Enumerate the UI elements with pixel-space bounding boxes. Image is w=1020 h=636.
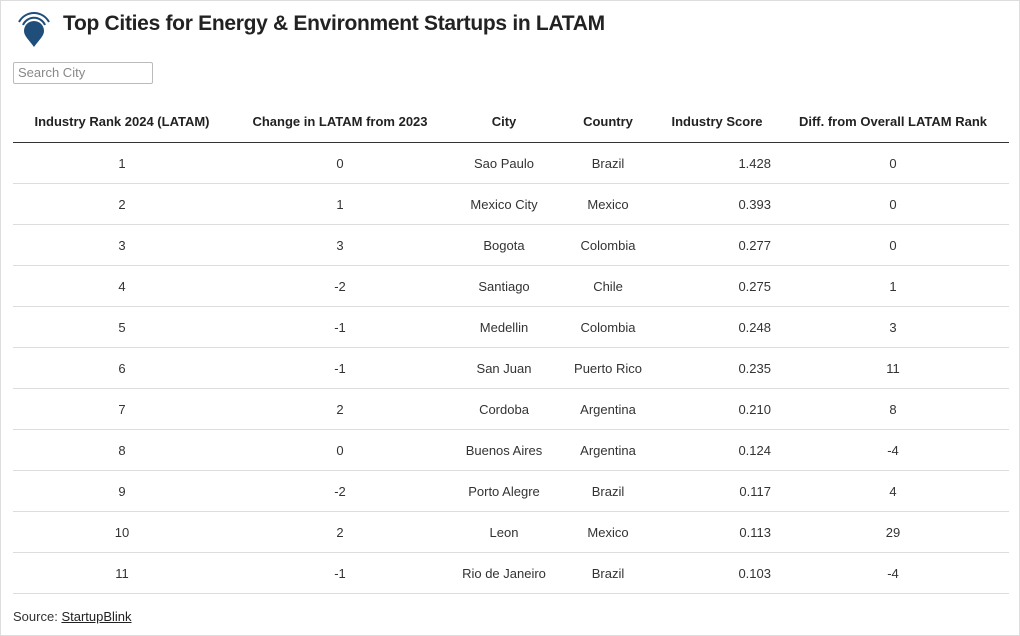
- cell: 0: [231, 142, 449, 184]
- cell: Mexico City: [449, 183, 559, 225]
- column-header: City: [449, 101, 559, 143]
- cell: 0.248: [657, 306, 777, 348]
- cell: 1.428: [657, 142, 777, 184]
- cell: 29: [777, 511, 1009, 553]
- cell: 10: [13, 511, 231, 553]
- cell: 2: [231, 511, 449, 553]
- cell: Cordoba: [449, 388, 559, 430]
- cell: Colombia: [559, 224, 657, 266]
- cell: 3: [777, 306, 1009, 348]
- column-header: Industry Score: [657, 101, 777, 143]
- cell: Buenos Aires: [449, 429, 559, 471]
- column-header: Change in LATAM from 2023: [231, 101, 449, 143]
- table-row: 10 2 Leon Mexico 0.113 29: [13, 511, 1009, 553]
- cell: Brazil: [559, 552, 657, 594]
- table-row: 2 1 Mexico City Mexico 0.393 0: [13, 183, 1009, 225]
- cell: 0: [777, 183, 1009, 225]
- cell: 0: [777, 224, 1009, 266]
- cell: San Juan: [449, 347, 559, 389]
- cell: 0.124: [657, 429, 777, 471]
- table-row: 1 0 Sao Paulo Brazil 1.428 0: [13, 142, 1009, 184]
- cell: 0: [231, 429, 449, 471]
- cell: 0.393: [657, 183, 777, 225]
- cell: 8: [13, 429, 231, 471]
- cell: Chile: [559, 265, 657, 307]
- cell: Brazil: [559, 142, 657, 184]
- table-row: 6 -1 San Juan Puerto Rico 0.235 11: [13, 347, 1009, 389]
- cell: 7: [13, 388, 231, 430]
- cell: Mexico: [559, 511, 657, 553]
- cell: -2: [231, 265, 449, 307]
- cell: 0.235: [657, 347, 777, 389]
- cell: Sao Paulo: [449, 142, 559, 184]
- cell: -2: [231, 470, 449, 512]
- search-input[interactable]: Search City: [13, 62, 153, 84]
- cell: 0.275: [657, 265, 777, 307]
- cell: -1: [231, 347, 449, 389]
- cell: 0.103: [657, 552, 777, 594]
- cell: Porto Alegre: [449, 470, 559, 512]
- table-row: 3 3 Bogota Colombia 0.277 0: [13, 224, 1009, 266]
- cell: Colombia: [559, 306, 657, 348]
- table-row: 9 -2 Porto Alegre Brazil 0.117 4: [13, 470, 1009, 512]
- cell: 0.210: [657, 388, 777, 430]
- cell: -4: [777, 429, 1009, 471]
- cell: 1: [777, 265, 1009, 307]
- cell: Medellin: [449, 306, 559, 348]
- cell: 4: [13, 265, 231, 307]
- cell: Argentina: [559, 429, 657, 471]
- column-header: Country: [559, 101, 657, 143]
- column-header: Industry Rank 2024 (LATAM): [13, 101, 231, 143]
- cell: Bogota: [449, 224, 559, 266]
- cell: 0.117: [657, 470, 777, 512]
- source: Source: StartupBlink: [13, 609, 132, 624]
- cell: 11: [777, 347, 1009, 389]
- table-row: 8 0 Buenos Aires Argentina 0.124 -4: [13, 429, 1009, 471]
- cell: 6: [13, 347, 231, 389]
- cell: 4: [777, 470, 1009, 512]
- table: Industry Rank 2024 (LATAM) Change in LATA…: [13, 101, 1009, 594]
- cell: -1: [231, 306, 449, 348]
- cell: Mexico: [559, 183, 657, 225]
- cell: 0.113: [657, 511, 777, 553]
- cell: 2: [13, 183, 231, 225]
- cell: Rio de Janeiro: [449, 552, 559, 594]
- cell: Leon: [449, 511, 559, 553]
- title: Top Cities for Energy & Environment Star…: [63, 12, 605, 35]
- source-label: Source:: [13, 609, 58, 624]
- table-row: 4 -2 Santiago Chile 0.275 1: [13, 265, 1009, 307]
- cell: 5: [13, 306, 231, 348]
- cell: Argentina: [559, 388, 657, 430]
- cell: 1: [13, 142, 231, 184]
- cell: 11: [13, 552, 231, 594]
- cell: 0: [777, 142, 1009, 184]
- cell: 8: [777, 388, 1009, 430]
- cell: 3: [231, 224, 449, 266]
- cell: Santiago: [449, 265, 559, 307]
- cell: 1: [231, 183, 449, 225]
- cell: -4: [777, 552, 1009, 594]
- source-link[interactable]: StartupBlink: [61, 609, 132, 624]
- table-row: 5 -1 Medellin Colombia 0.248 3: [13, 306, 1009, 348]
- table-row: 7 2 Cordoba Argentina 0.210 8: [13, 388, 1009, 430]
- column-header: Diff. from Overall LATAM Rank: [777, 101, 1009, 143]
- logo: [18, 12, 50, 47]
- table-row: 11 -1 Rio de Janeiro Brazil 0.103 -4: [13, 552, 1009, 594]
- cell: 9: [13, 470, 231, 512]
- cell: 3: [13, 224, 231, 266]
- header-row: Industry Rank 2024 (LATAM) Change in LATA…: [13, 101, 1009, 143]
- cell: 0.277: [657, 224, 777, 266]
- cell: Puerto Rico: [559, 347, 657, 389]
- cell: 2: [231, 388, 449, 430]
- cell: Brazil: [559, 470, 657, 512]
- cell: -1: [231, 552, 449, 594]
